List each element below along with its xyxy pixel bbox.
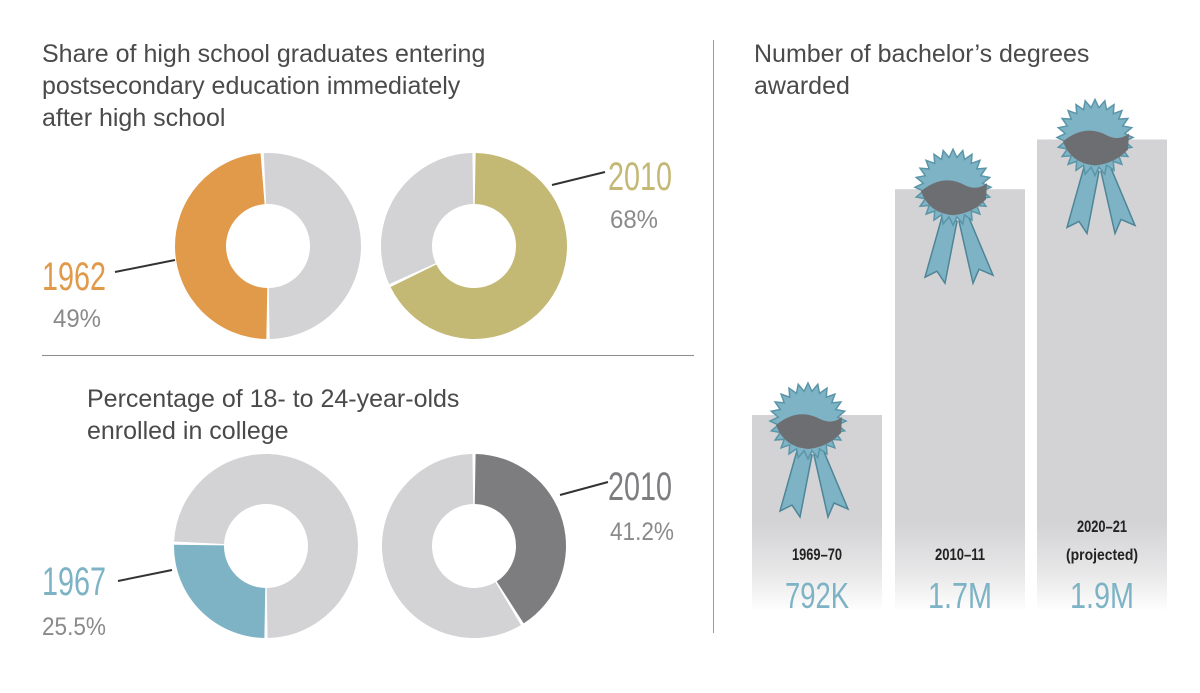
bar-category-label: 2020–21 xyxy=(1077,517,1127,536)
bottom-chart-title: Percentage of 18- to 24-year-olds enroll… xyxy=(87,383,459,447)
bar-fade xyxy=(895,522,1025,612)
bar-fade xyxy=(1037,522,1167,612)
bottom-title-line-2: enrolled in college xyxy=(87,417,289,445)
top-title-line-3: after high school xyxy=(42,104,226,132)
section-divider-horizontal xyxy=(42,355,694,356)
section-divider-vertical xyxy=(713,40,714,633)
right-title-line-2: awarded xyxy=(754,72,850,100)
bar-value-label: 792K xyxy=(785,575,849,616)
donut-remainder-slice xyxy=(263,153,361,339)
leader-line xyxy=(551,171,606,186)
leader-line xyxy=(117,569,173,582)
top-chart-title: Share of high school graduates entering … xyxy=(42,38,485,134)
donut-value-label: 49% xyxy=(53,305,101,333)
ribbon-award-icon xyxy=(913,147,995,286)
donut-value-label: 41.2% xyxy=(610,518,674,546)
bottom-title-line-1: Percentage of 18- to 24-year-olds xyxy=(87,385,460,413)
ribbon-award-icon xyxy=(768,381,850,520)
right-chart-title: Number of bachelor’s degrees awarded xyxy=(754,38,1089,102)
bar-value-label: 1.7M xyxy=(928,575,992,616)
rosette-band xyxy=(776,414,842,450)
bar-category-label: 1969–70 xyxy=(792,545,842,564)
rosette-band xyxy=(1063,130,1129,166)
bar-value-label: 1.9M xyxy=(1070,575,1134,616)
top-title-line-1: Share of high school graduates entering xyxy=(42,40,486,68)
donut-value-label: 68% xyxy=(610,206,658,234)
bar-fade xyxy=(752,522,882,612)
leader-line xyxy=(559,481,609,496)
donut-remainder-slice xyxy=(382,454,521,638)
bar-category-label: 2010–11 xyxy=(935,545,985,564)
bar xyxy=(895,189,1025,522)
leader-line xyxy=(114,259,176,273)
donut-year-label: 1967 xyxy=(42,560,106,604)
donut-value-slice xyxy=(474,454,567,624)
bar-category-note: (projected) xyxy=(1066,547,1138,564)
donut-value-slice xyxy=(174,153,268,339)
donut-year-label: 2010 xyxy=(608,155,672,199)
donut-value-slice xyxy=(174,544,266,638)
donut-value-label: 25.5% xyxy=(42,613,106,641)
donut-value-slice xyxy=(390,153,567,339)
rosette-band xyxy=(921,180,987,216)
ribbon-award-icon xyxy=(1055,97,1137,236)
donut-year-label: 2010 xyxy=(608,465,672,509)
donut-remainder-slice xyxy=(174,453,358,638)
right-title-line-1: Number of bachelor’s degrees xyxy=(754,40,1090,68)
top-title-line-2: postsecondary education immediately xyxy=(42,72,461,100)
bar xyxy=(1037,139,1167,522)
donut-remainder-slice xyxy=(381,153,474,285)
donut-year-label: 1962 xyxy=(42,255,106,299)
